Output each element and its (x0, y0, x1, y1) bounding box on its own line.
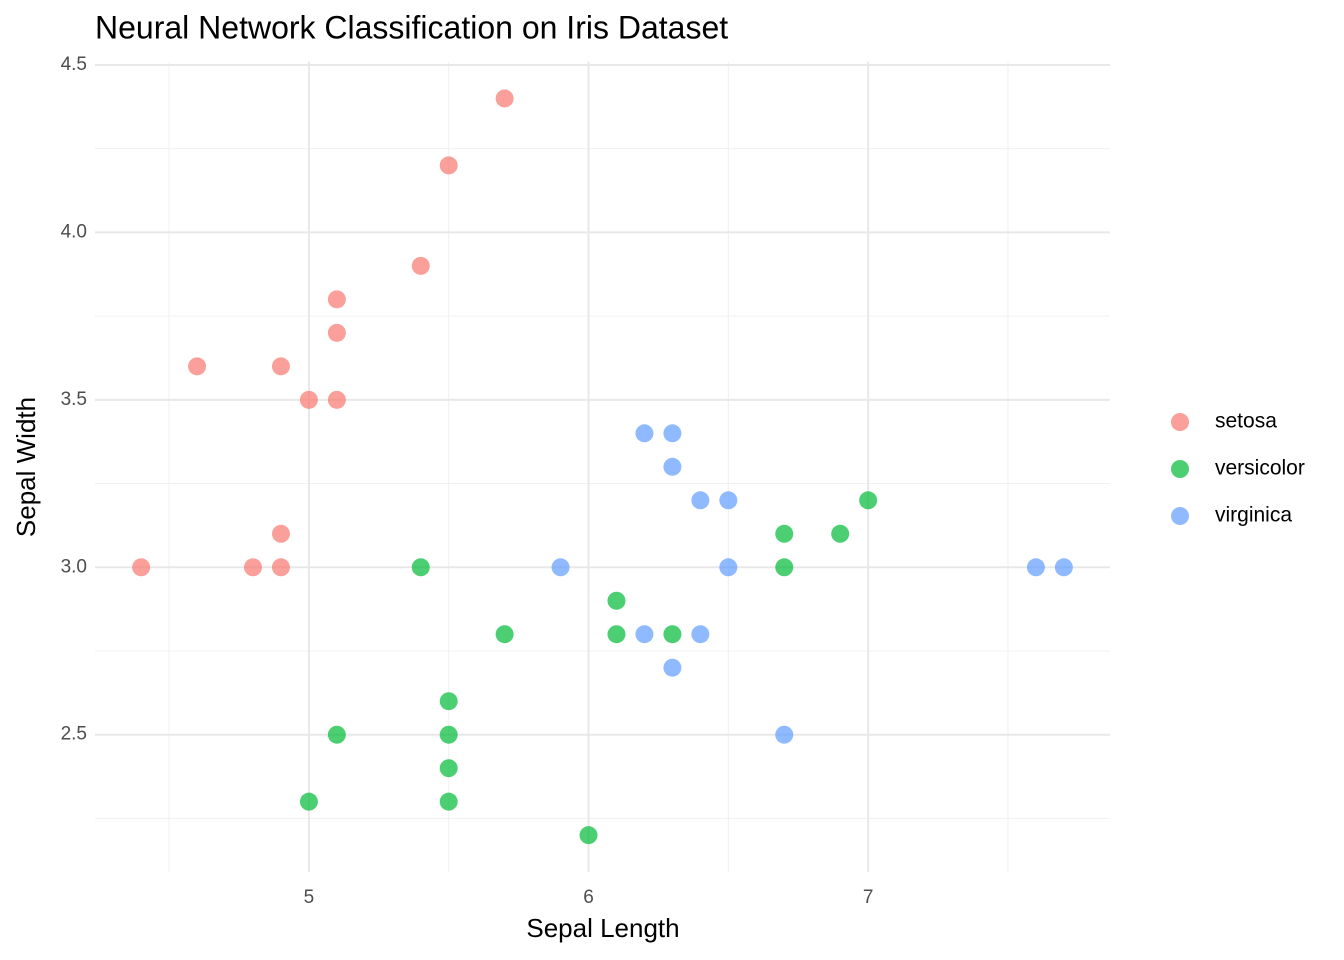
legend-marker (1171, 507, 1189, 525)
legend-marker (1171, 460, 1189, 478)
y-axis-title: Sepal Width (11, 397, 41, 537)
point (663, 625, 682, 644)
point (691, 491, 710, 510)
point (775, 725, 794, 744)
point (1054, 558, 1073, 577)
point (327, 390, 346, 409)
y-tick-label: 3.5 (61, 389, 87, 410)
point (663, 658, 682, 677)
point (327, 725, 346, 744)
point (271, 558, 290, 577)
chart-title: Neural Network Classification on Iris Da… (95, 9, 728, 45)
y-tick-label: 2.5 (61, 724, 87, 745)
point (495, 625, 514, 644)
point (663, 424, 682, 443)
point (719, 558, 738, 577)
legend-marker (1171, 413, 1189, 431)
y-tick-label: 3.0 (61, 556, 87, 577)
point (719, 491, 738, 510)
point (775, 558, 794, 577)
legend-label: versicolor (1215, 457, 1305, 480)
point (188, 357, 207, 376)
point (271, 357, 290, 376)
y-tick-label: 4.0 (61, 221, 87, 242)
x-tick-label: 7 (863, 887, 874, 908)
point (439, 156, 458, 175)
point (439, 792, 458, 811)
point (439, 725, 458, 744)
x-tick-label: 5 (304, 887, 315, 908)
point (495, 89, 514, 108)
point (299, 792, 318, 811)
point (1026, 558, 1045, 577)
point (663, 457, 682, 476)
point (327, 290, 346, 309)
point (551, 558, 570, 577)
point (299, 390, 318, 409)
point (831, 524, 850, 543)
point (579, 826, 598, 845)
point (132, 558, 151, 577)
point (635, 424, 654, 443)
point (439, 759, 458, 778)
legend-label: setosa (1215, 410, 1277, 433)
point (327, 323, 346, 342)
y-tick-label: 4.5 (61, 54, 87, 75)
x-axis-title: Sepal Length (526, 913, 679, 943)
point (243, 558, 262, 577)
point (411, 558, 430, 577)
x-tick-label: 6 (583, 887, 594, 908)
point (607, 625, 626, 644)
point (635, 625, 654, 644)
point (439, 692, 458, 711)
point (607, 591, 626, 610)
point (271, 524, 290, 543)
legend-label: virginica (1215, 504, 1292, 527)
point (691, 625, 710, 644)
point (775, 524, 794, 543)
point (859, 491, 878, 510)
point (411, 256, 430, 275)
